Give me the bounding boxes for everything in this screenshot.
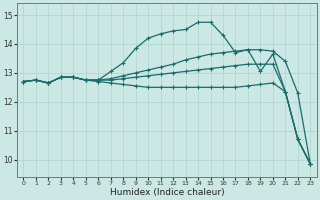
X-axis label: Humidex (Indice chaleur): Humidex (Indice chaleur) xyxy=(109,188,224,197)
